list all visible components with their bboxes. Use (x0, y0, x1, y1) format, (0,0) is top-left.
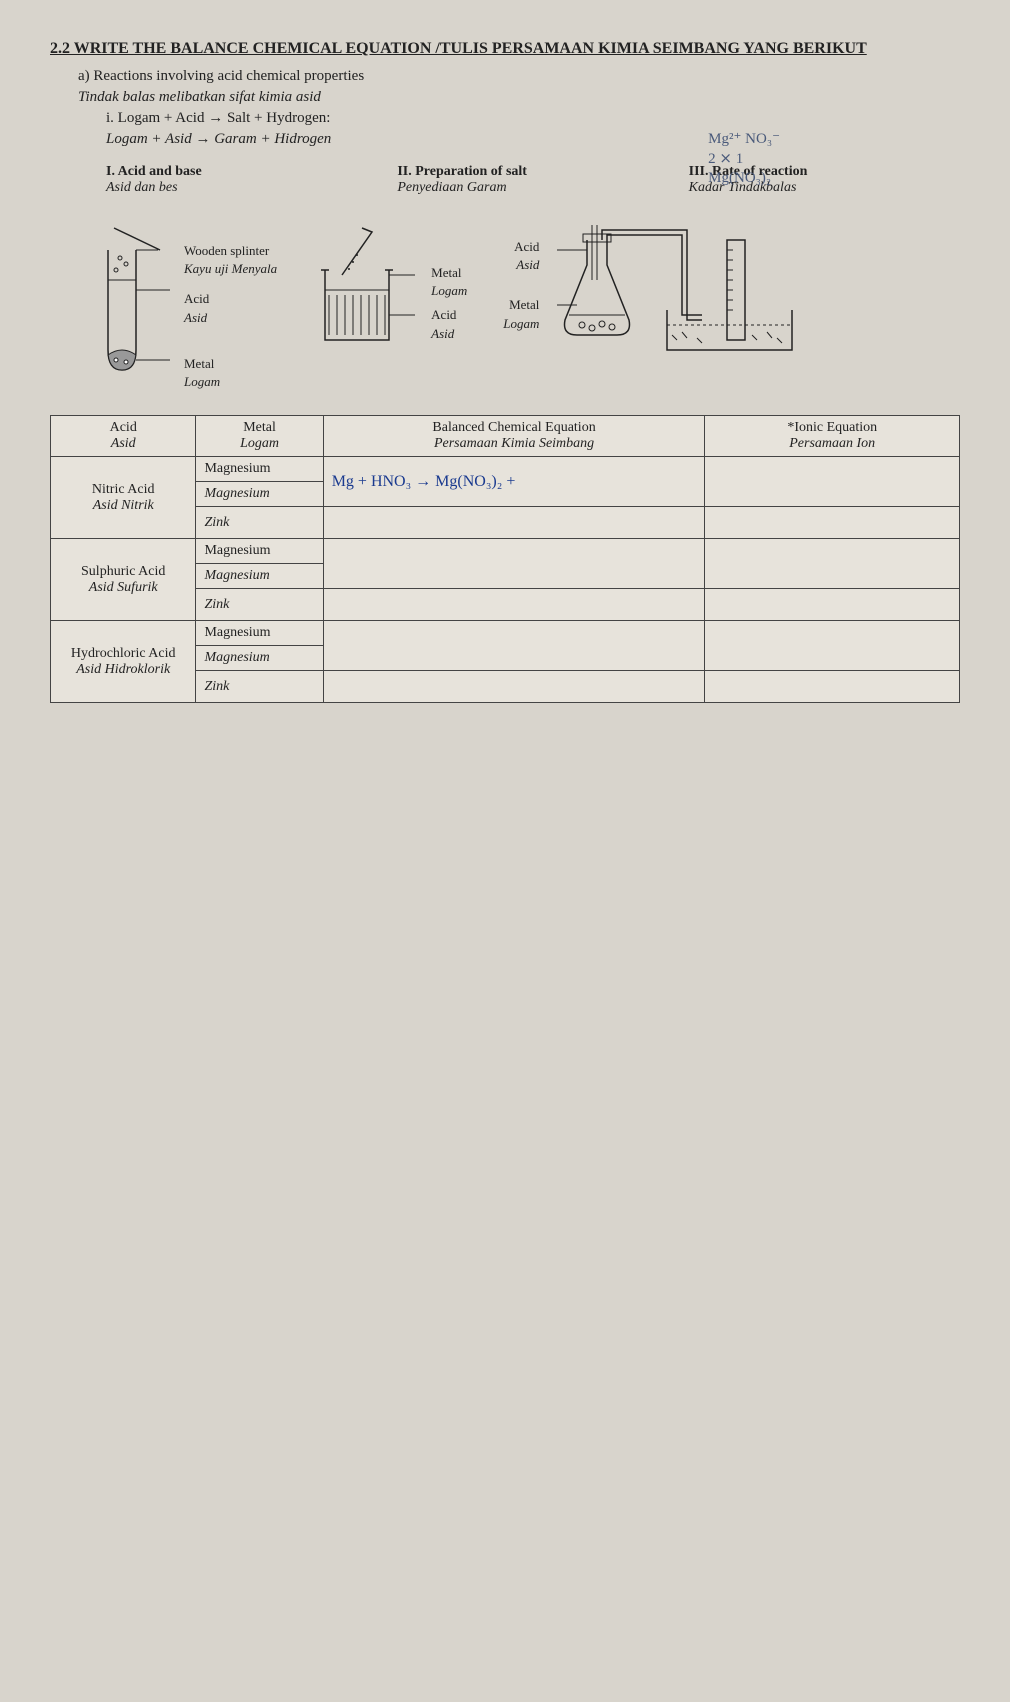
th-ion: *Ionic Equation Persamaan Ion (705, 416, 960, 457)
metal-mg-en-2: Magnesium (196, 539, 323, 564)
dia1-splinter-en: Wooden splinter (184, 242, 277, 260)
col1-my: Asid dan bes (106, 180, 377, 196)
eq-hcl-mg (323, 621, 705, 671)
metal-zn: Zink (196, 507, 323, 539)
dia3-acid-my: Asid (503, 256, 539, 274)
acid-hcl: Hydrochloric Acid Asid Hidroklorik (51, 621, 196, 703)
dia1-splinter-my: Kayu uji Menyala (184, 260, 277, 278)
handnote-l3: Mg(NO₃)₂ (708, 169, 780, 189)
sulph-en: Sulphuric Acid (59, 564, 187, 580)
table-header-row: Acid Asid Metal Logam Balanced Chemical … (51, 416, 960, 457)
eq-nitric-mg: Mg + HNO₃ → Mg(NO₃)₂ + (323, 457, 705, 507)
three-columns: I. Acid and base Asid dan bes II. Prepar… (106, 164, 960, 196)
dia2-acid-en: Acid (431, 306, 467, 324)
th-acid-my: Asid (59, 436, 187, 452)
th-acid-en: Acid (59, 420, 187, 436)
metal-zn-3: Zink (196, 671, 323, 703)
worksheet-page: 2.2 WRITE THE BALANCE CHEMICAL EQUATION … (50, 40, 960, 703)
dia3-metal-en: Metal (503, 296, 539, 314)
dia1-metal-en: Metal (184, 355, 277, 373)
dia2-labels: Metal Logam Acid Asid (425, 220, 467, 360)
dia1-metal-my: Logam (184, 373, 277, 391)
diagrams-row: Wooden splinter Kayu uji Menyala Acid As… (80, 220, 960, 391)
dia2-metal-my: Logam (431, 282, 467, 300)
test-tube-icon (80, 220, 170, 380)
diagram-1: Wooden splinter Kayu uji Menyala Acid As… (80, 220, 277, 391)
metal-zn-2: Zink (196, 589, 323, 621)
ion-nitric-zn (705, 507, 960, 539)
sulph-my: Asid Sufurik (59, 580, 187, 596)
item-i-label: i. (106, 110, 114, 126)
dia3-acid-en: Acid (503, 238, 539, 256)
table-row: Sulphuric Acid Asid Sufurik Magnesium (51, 539, 960, 564)
eq-sulph-mg (323, 539, 705, 589)
col-1: I. Acid and base Asid dan bes (106, 164, 377, 196)
th-metal-en: Metal (204, 420, 314, 436)
section-a-my: Tindak balas melibatkan sifat kimia asid (78, 89, 960, 106)
handnote-l2: 2 ⨯ 1 (708, 150, 780, 170)
ion-hcl-mg (705, 621, 960, 671)
item-i-en: Logam + Acid → Salt + Hydrogen: (118, 110, 331, 126)
eq-hcl-zn (323, 671, 705, 703)
col2-my: Penyediaan Garam (397, 180, 668, 196)
acid-nitric: Nitric Acid Asid Nitrik (51, 457, 196, 539)
col2-en: II. Preparation of salt (397, 164, 668, 180)
acid-sulphuric: Sulphuric Acid Asid Sufurik (51, 539, 196, 621)
th-eq-en: Balanced Chemical Equation (332, 420, 697, 436)
table-row: Nitric Acid Asid Nitrik Magnesium Mg + H… (51, 457, 960, 482)
nitric-my: Asid Nitrik (59, 498, 187, 514)
dia1-labels: Wooden splinter Kayu uji Menyala Acid As… (178, 220, 277, 391)
diagram-3: Acid Asid Metal Logam (497, 220, 797, 370)
hcl-my: Asid Hidroklorik (59, 662, 187, 678)
flask-gas-icon (547, 220, 797, 370)
th-metal: Metal Logam (196, 416, 323, 457)
th-ion-my: Persamaan Ion (713, 436, 951, 452)
handwritten-note: Mg²⁺ NO₃⁻ 2 ⨯ 1 Mg(NO₃)₂ (708, 130, 780, 189)
eq-sulph-zn (323, 589, 705, 621)
ion-nitric-mg (705, 457, 960, 507)
hcl-en: Hydrochloric Acid (59, 646, 187, 662)
dia3-labels-left: Acid Asid Metal Logam (497, 220, 539, 370)
dia2-metal-en: Metal (431, 264, 467, 282)
dia1-acid-en: Acid (184, 290, 277, 308)
diagram-2: Metal Logam Acid Asid (307, 220, 467, 360)
th-ion-en: *Ionic Equation (713, 420, 951, 436)
th-acid: Acid Asid (51, 416, 196, 457)
dia2-acid-my: Asid (431, 325, 467, 343)
eq-nitric-zn (323, 507, 705, 539)
main-title: 2.2 WRITE THE BALANCE CHEMICAL EQUATION … (50, 40, 960, 58)
dia3-metal-my: Logam (503, 315, 539, 333)
ion-sulph-mg (705, 539, 960, 589)
nitric-en: Nitric Acid (59, 482, 187, 498)
metal-mg-en: Magnesium (196, 457, 323, 482)
col-2: II. Preparation of salt Penyediaan Garam (397, 164, 668, 196)
table-row: Hydrochloric Acid Asid Hidroklorik Magne… (51, 621, 960, 646)
col1-en: I. Acid and base (106, 164, 377, 180)
metal-mg-my-3: Magnesium (196, 646, 323, 671)
item-i-my: Logam + Asid → Garam + Hidrogen (106, 131, 960, 148)
ion-hcl-zn (705, 671, 960, 703)
th-eq: Balanced Chemical Equation Persamaan Kim… (323, 416, 705, 457)
handnote-l1: Mg²⁺ NO₃⁻ (708, 130, 780, 150)
th-metal-my: Logam (204, 436, 314, 452)
metal-mg-my: Magnesium (196, 482, 323, 507)
metal-mg-my-2: Magnesium (196, 564, 323, 589)
dia1-acid-my: Asid (184, 309, 277, 327)
beaker-icon (307, 220, 417, 360)
section-a-en: a) Reactions involving acid chemical pro… (78, 68, 960, 85)
th-eq-my: Persamaan Kimia Seimbang (332, 436, 697, 452)
metal-mg-en-3: Magnesium (196, 621, 323, 646)
equation-table: Acid Asid Metal Logam Balanced Chemical … (50, 415, 960, 703)
item-i: i. Logam + Acid → Salt + Hydrogen: (106, 110, 960, 127)
ion-sulph-zn (705, 589, 960, 621)
